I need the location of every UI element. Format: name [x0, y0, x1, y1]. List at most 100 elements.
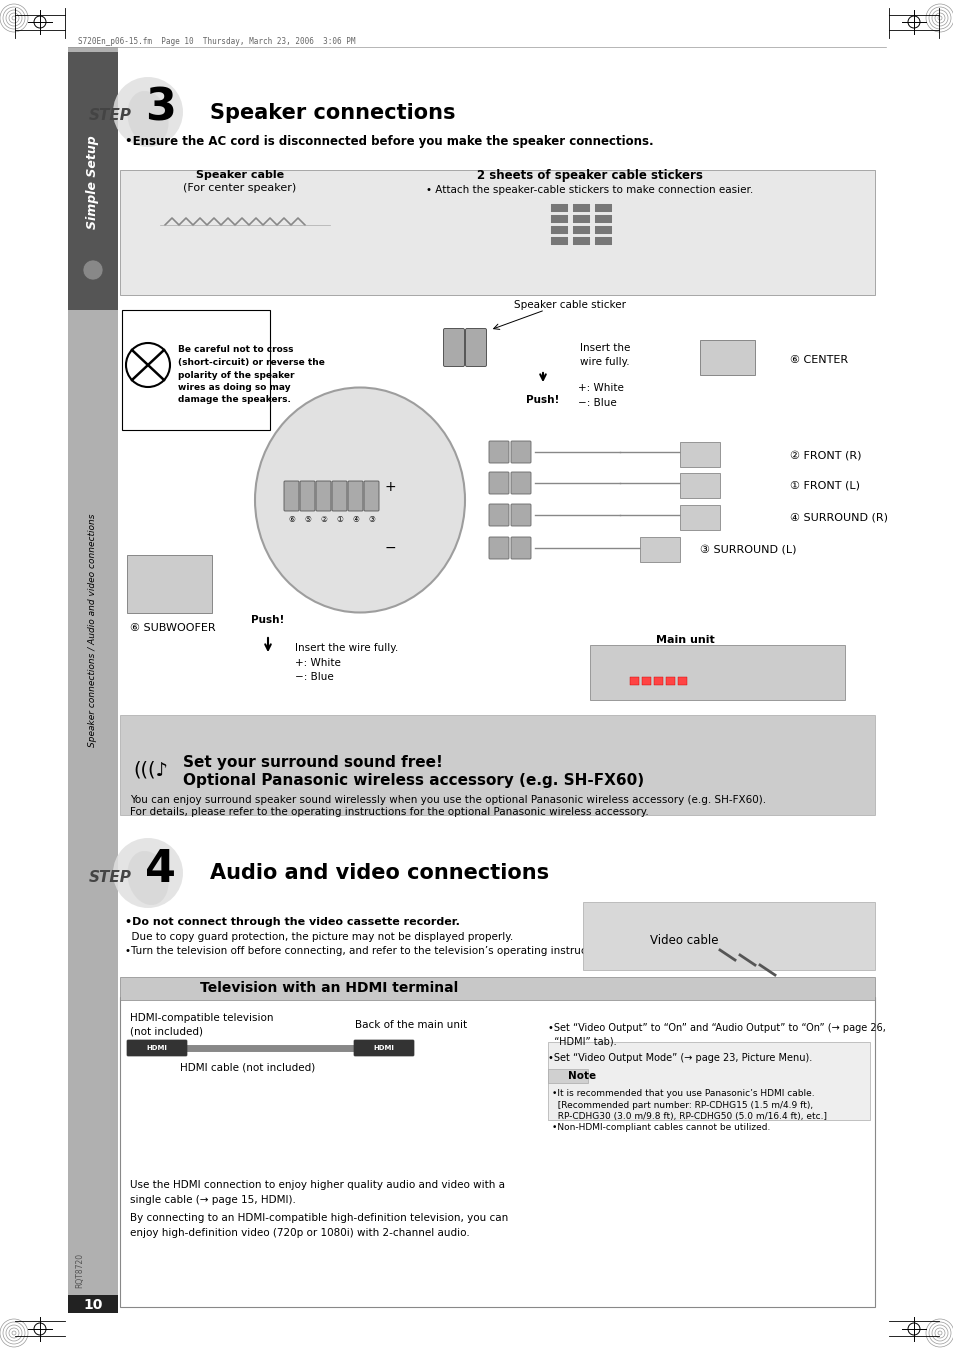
Bar [127, 555, 212, 613]
Text: +: + [384, 480, 395, 494]
Text: 3: 3 [146, 86, 176, 130]
Bar [582, 902, 874, 970]
Bar [547, 1069, 587, 1084]
FancyBboxPatch shape [489, 440, 509, 463]
FancyBboxPatch shape [364, 481, 378, 511]
Text: (((♪: (((♪ [132, 761, 168, 780]
Text: Video cable: Video cable [649, 934, 718, 947]
Text: Back of the main unit: Back of the main unit [355, 1020, 467, 1029]
Text: Simple Setup: Simple Setup [87, 135, 99, 228]
Text: •It is recommended that you use Panasonic’s HDMI cable.: •It is recommended that you use Panasoni… [552, 1089, 814, 1097]
Text: ① FRONT (L): ① FRONT (L) [789, 481, 859, 490]
Text: ③: ③ [368, 516, 375, 524]
Text: Use the HDMI connection to enjoy higher quality audio and video with a: Use the HDMI connection to enjoy higher … [130, 1179, 504, 1190]
Text: Speaker connections / Audio and video connections: Speaker connections / Audio and video co… [89, 513, 97, 747]
Text: −: − [384, 540, 395, 555]
FancyBboxPatch shape [284, 481, 298, 511]
Text: Speaker cable sticker: Speaker cable sticker [514, 300, 625, 309]
Ellipse shape [112, 838, 183, 908]
FancyBboxPatch shape [332, 481, 347, 511]
Bar [120, 170, 874, 295]
Text: enjoy high-definition video (720p or 1080i) with 2-channel audio.: enjoy high-definition video (720p or 108… [130, 1228, 469, 1238]
Text: +: White: +: White [578, 382, 623, 393]
Bar [594, 226, 612, 234]
Text: •Turn the television off before connecting, and refer to the television’s operat: •Turn the television off before connecti… [125, 946, 615, 957]
Text: By connecting to an HDMI-compatible high-definition television, you can: By connecting to an HDMI-compatible high… [130, 1213, 508, 1223]
Text: ⑥ CENTER: ⑥ CENTER [789, 355, 847, 365]
Bar [68, 1296, 118, 1313]
Bar [572, 213, 589, 223]
Bar [641, 677, 650, 685]
Text: Push!: Push! [251, 615, 284, 626]
FancyBboxPatch shape [354, 1040, 414, 1056]
Text: HDMI-compatible television
(not included): HDMI-compatible television (not included… [130, 1013, 274, 1038]
Text: Be careful not to cross
(short-circuit) or reverse the
polarity of the speaker
w: Be careful not to cross (short-circuit) … [178, 346, 325, 404]
Text: Main unit: Main unit [655, 635, 714, 644]
Text: STEP: STEP [89, 870, 132, 885]
Text: Speaker cable: Speaker cable [195, 170, 284, 180]
Bar [678, 677, 686, 685]
Bar [68, 51, 118, 309]
Text: −: Blue: −: Blue [294, 671, 334, 682]
Text: +: White: +: White [294, 658, 340, 667]
FancyBboxPatch shape [511, 471, 531, 494]
Bar [594, 236, 612, 245]
Bar [550, 203, 567, 212]
Bar [572, 203, 589, 212]
Text: • Attach the speaker-cable stickers to make connection easier.: • Attach the speaker-cable stickers to m… [426, 185, 753, 195]
Ellipse shape [112, 77, 183, 147]
FancyBboxPatch shape [511, 440, 531, 463]
FancyBboxPatch shape [489, 504, 509, 526]
Ellipse shape [128, 851, 169, 905]
Bar [122, 309, 270, 430]
Text: Audio and video connections: Audio and video connections [210, 863, 549, 884]
Text: •Do not connect through the video cassette recorder.: •Do not connect through the video casset… [125, 917, 459, 927]
Text: RQT8720: RQT8720 [75, 1252, 84, 1288]
Text: Insert the wire fully.: Insert the wire fully. [294, 643, 397, 653]
Text: Note: Note [567, 1071, 596, 1081]
Text: (For center speaker): (For center speaker) [183, 182, 296, 193]
FancyBboxPatch shape [489, 471, 509, 494]
FancyBboxPatch shape [511, 504, 531, 526]
Text: •Set “Video Output Mode” (→ page 23, Picture Menu).: •Set “Video Output Mode” (→ page 23, Pic… [547, 1052, 811, 1063]
Bar [120, 977, 874, 1000]
Bar [679, 505, 720, 530]
Bar [550, 226, 567, 234]
FancyBboxPatch shape [299, 481, 314, 511]
Bar [679, 473, 720, 499]
Text: For details, please refer to the operating instructions for the optional Panason: For details, please refer to the operati… [130, 807, 648, 817]
Bar [120, 715, 874, 815]
FancyBboxPatch shape [315, 481, 331, 511]
Text: ④: ④ [352, 516, 358, 524]
Bar [572, 236, 589, 245]
Text: Set your surround sound free!: Set your surround sound free! [183, 754, 442, 770]
FancyBboxPatch shape [443, 328, 464, 366]
Text: 4: 4 [146, 847, 176, 890]
Text: ②: ② [319, 516, 327, 524]
Text: HDMI: HDMI [147, 1046, 168, 1051]
FancyBboxPatch shape [489, 536, 509, 559]
Text: ④ SURROUND (R): ④ SURROUND (R) [789, 513, 887, 523]
Text: •Ensure the AC cord is disconnected before you make the speaker connections.: •Ensure the AC cord is disconnected befo… [125, 135, 653, 149]
Bar [68, 47, 118, 1310]
Text: −: Blue: −: Blue [578, 399, 616, 408]
Circle shape [126, 343, 170, 386]
Bar [550, 236, 567, 245]
Text: Speaker connections: Speaker connections [210, 103, 455, 123]
Text: HDMI cable (not included): HDMI cable (not included) [180, 1062, 315, 1071]
Bar [594, 203, 612, 212]
Text: STEP: STEP [89, 108, 132, 123]
Text: Due to copy guard protection, the picture may not be displayed properly.: Due to copy guard protection, the pictur… [125, 932, 513, 942]
Ellipse shape [254, 388, 464, 612]
Text: ⑥: ⑥ [288, 516, 294, 524]
Text: Insert the
wire fully.: Insert the wire fully. [579, 343, 630, 367]
Bar [550, 213, 567, 223]
Text: You can enjoy surround speaker sound wirelessly when you use the optional Panaso: You can enjoy surround speaker sound wir… [130, 794, 765, 805]
Bar [700, 340, 754, 376]
Text: S720En_p06-15.fm  Page 10  Thursday, March 23, 2006  3:06 PM: S720En_p06-15.fm Page 10 Thursday, March… [78, 36, 355, 46]
Bar [594, 213, 612, 223]
Ellipse shape [128, 91, 169, 145]
FancyBboxPatch shape [127, 1040, 187, 1056]
Text: Television with an HDMI terminal: Television with an HDMI terminal [200, 981, 457, 994]
Text: 2 sheets of speaker cable stickers: 2 sheets of speaker cable stickers [476, 169, 702, 181]
